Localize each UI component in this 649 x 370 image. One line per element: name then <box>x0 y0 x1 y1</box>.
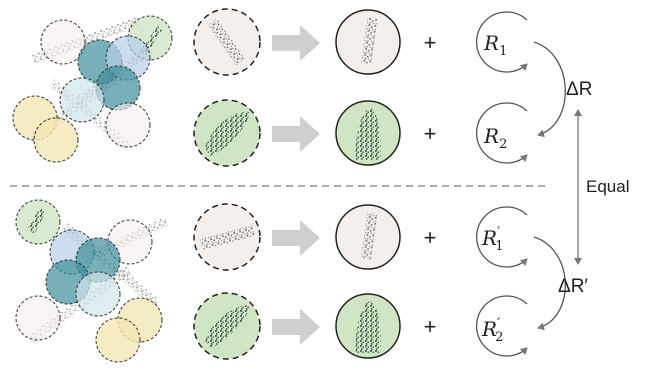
rotation-circle-icon <box>476 206 528 268</box>
plus-sign: + <box>424 314 437 339</box>
rotation-label-r1: R1 <box>483 31 507 59</box>
bottom-patch-cluster <box>15 199 168 363</box>
rotation-circle-icon <box>476 295 528 357</box>
equal-label: Equal <box>586 177 629 196</box>
delta-arrow <box>533 41 566 138</box>
plus-sign: + <box>424 121 437 146</box>
block-arrow-icon <box>272 116 320 152</box>
bottom-row2: + R′ 2 <box>193 292 528 360</box>
block-arrow-icon <box>272 220 320 256</box>
top-row2: + R2 <box>193 99 528 167</box>
delta-arrow <box>533 236 566 331</box>
block-arrow-icon <box>272 25 320 61</box>
rotation-label-r1-prime: R′ 1 <box>481 225 504 254</box>
block-arrow-icon <box>272 309 320 345</box>
rotation-label-r2: R2 <box>483 124 507 152</box>
bottom-row1: + R′ 1 <box>193 203 528 271</box>
plus-sign: + <box>424 225 437 250</box>
rotation-circle-icon <box>476 102 528 164</box>
delta-label-top: ΔR <box>566 79 592 100</box>
rotation-circle-icon <box>476 11 528 73</box>
top-row1: + R1 <box>193 8 528 76</box>
rotation-label-r2-prime: R′ 2 <box>481 316 504 345</box>
delta-label-bottom: ΔR′ <box>558 276 588 297</box>
top-patch-cluster <box>12 15 173 163</box>
plus-sign: + <box>424 30 437 55</box>
